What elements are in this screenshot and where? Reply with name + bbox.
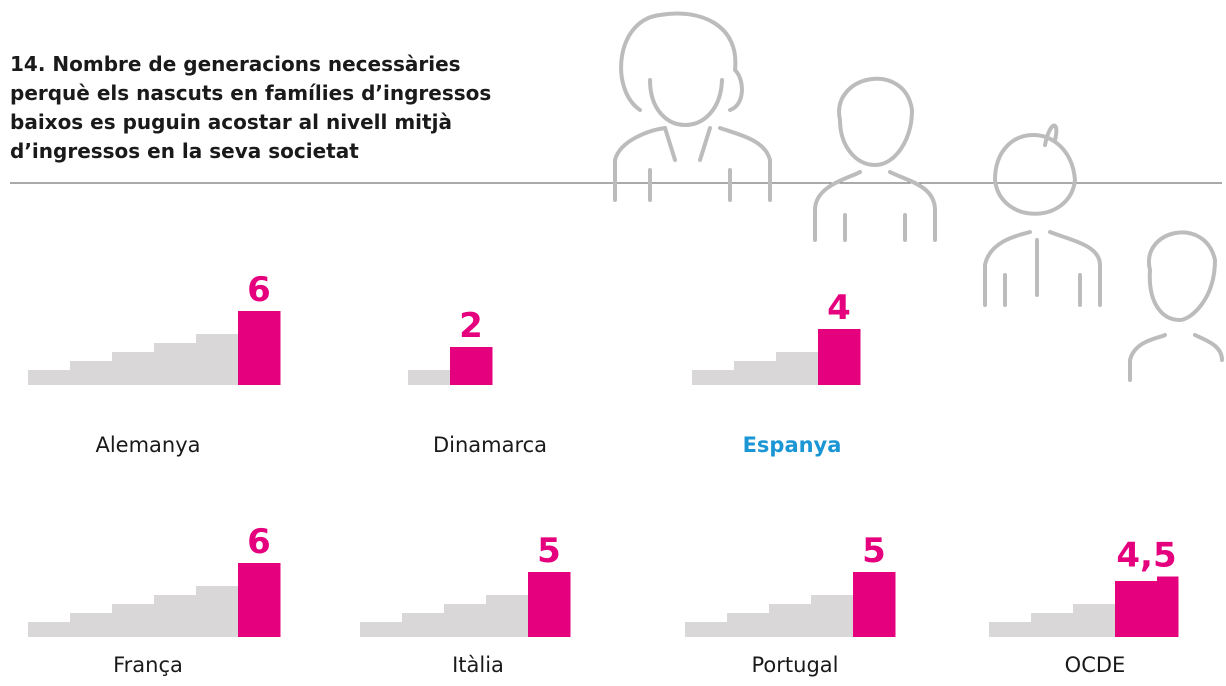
step	[989, 622, 1032, 637]
step	[402, 613, 445, 637]
value-label: 2	[459, 306, 483, 346]
step	[28, 622, 71, 637]
step	[70, 613, 113, 637]
step	[444, 604, 487, 637]
top-step	[238, 311, 281, 385]
top-step	[450, 347, 493, 385]
category-label: Dinamarca	[433, 433, 547, 457]
staircase	[28, 563, 281, 637]
staircase	[692, 329, 861, 385]
step	[692, 370, 735, 385]
staircase	[28, 311, 281, 385]
people-illustration	[613, 11, 1224, 382]
step	[727, 613, 770, 637]
step	[1031, 613, 1074, 637]
step	[154, 595, 197, 637]
value-label: 5	[537, 531, 561, 571]
top-step	[853, 572, 896, 637]
value-label: 5	[862, 531, 886, 571]
step	[112, 352, 155, 385]
step	[28, 370, 71, 385]
top-step	[238, 563, 281, 637]
category-label: Espanya	[743, 433, 842, 457]
top-step	[1115, 581, 1158, 637]
staircase	[989, 576, 1179, 637]
staircase	[408, 347, 493, 385]
step	[154, 343, 197, 385]
chart-title: 14. Nombre de generacions necessàries pe…	[10, 52, 492, 163]
top-step	[528, 572, 571, 637]
top-step	[1157, 576, 1179, 637]
step	[196, 334, 239, 385]
step	[112, 604, 155, 637]
step	[685, 622, 728, 637]
step	[1073, 604, 1116, 637]
value-label: 4,5	[1116, 536, 1176, 576]
step	[811, 595, 854, 637]
step	[360, 622, 403, 637]
step	[769, 604, 812, 637]
step	[734, 361, 777, 385]
category-label: Alemanya	[95, 433, 200, 457]
top-step	[818, 329, 861, 385]
staircase	[360, 572, 571, 637]
value-label: 6	[247, 522, 271, 562]
category-label: Portugal	[752, 653, 839, 677]
value-label: 6	[247, 270, 271, 310]
category-label: França	[113, 653, 183, 677]
step	[70, 361, 113, 385]
step	[486, 595, 529, 637]
step	[408, 370, 451, 385]
category-label: Itàlia	[452, 653, 504, 677]
step	[196, 586, 239, 637]
category-label: OCDE	[1065, 653, 1126, 677]
step	[776, 352, 819, 385]
value-label: 4	[827, 288, 851, 328]
staircase	[685, 572, 896, 637]
